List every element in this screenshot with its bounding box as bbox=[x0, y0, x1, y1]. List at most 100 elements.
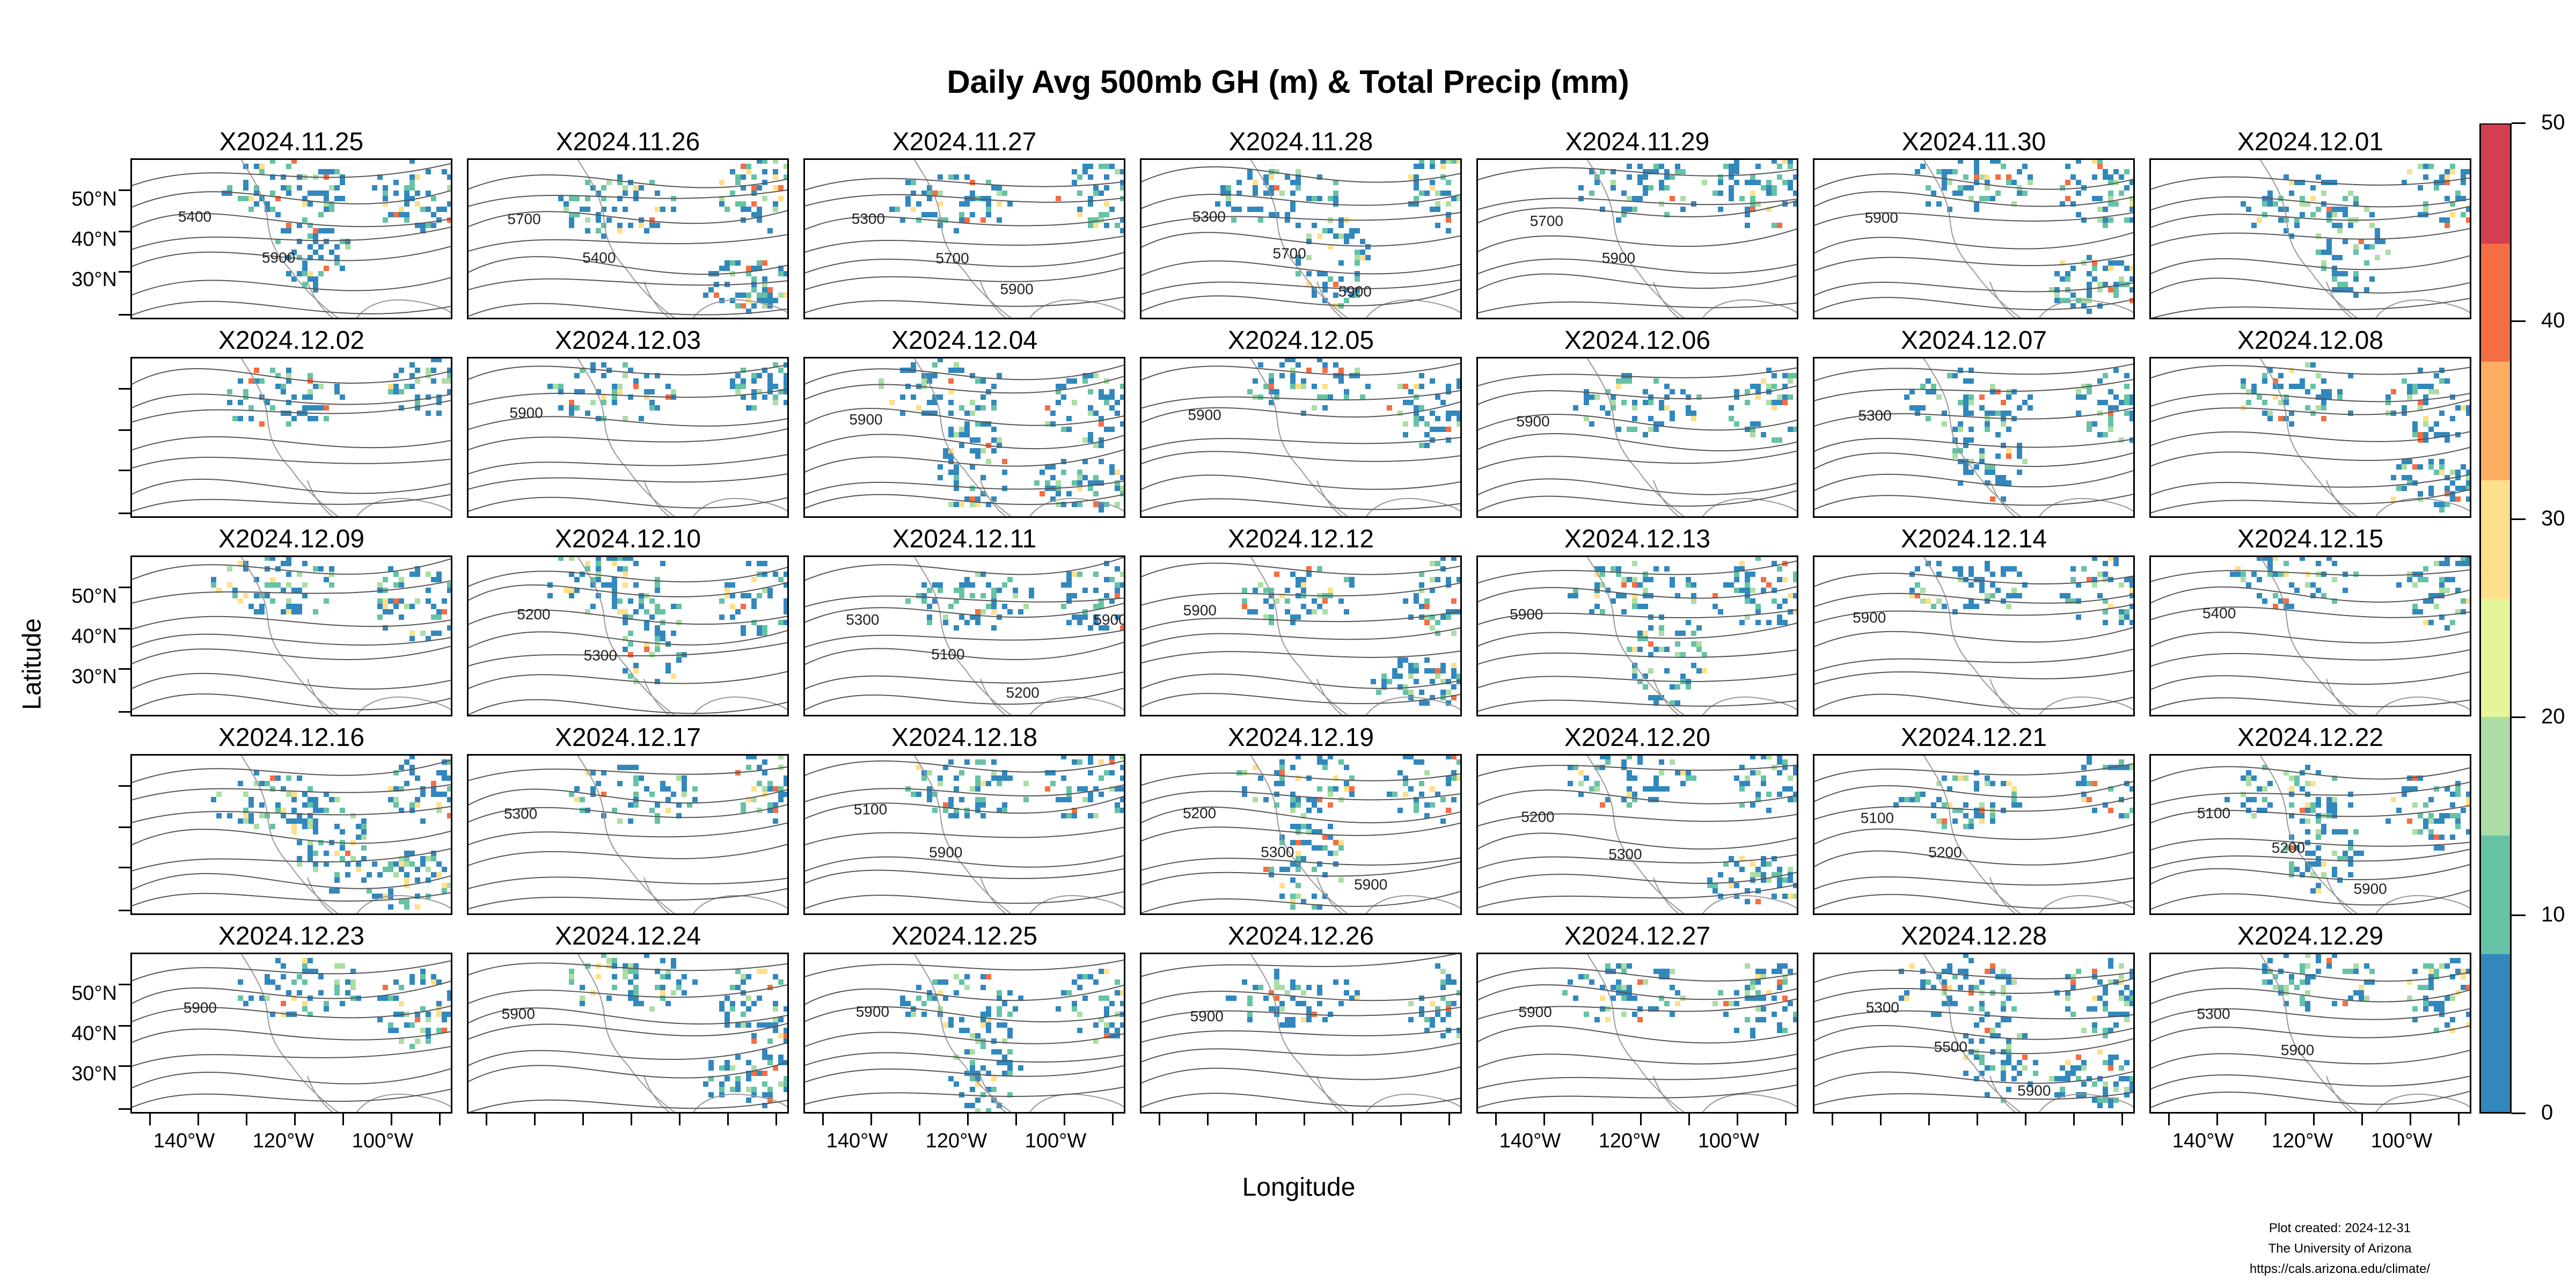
contour-label: 5200 bbox=[2272, 839, 2305, 856]
lat-tick bbox=[119, 1025, 130, 1027]
contour-label: 5900 bbox=[929, 844, 962, 861]
map-plot: 5300 5900 bbox=[2149, 953, 2471, 1114]
lon-tick bbox=[870, 1114, 872, 1125]
panel-date-label: X2024.12.09 bbox=[218, 525, 365, 553]
map-panel: X2024.12.22 5100 5200 5900 bbox=[2149, 723, 2471, 915]
lon-tick-label: 140°W bbox=[153, 1130, 215, 1152]
map-panel: X2024.11.30 5900 bbox=[1813, 128, 2135, 319]
map-panel: X2024.12.14 5900 bbox=[1813, 525, 2135, 716]
colorbar-swatch bbox=[2481, 440, 2510, 481]
contour-label: 5700 bbox=[507, 210, 540, 227]
lon-tick-label: 120°W bbox=[252, 1130, 314, 1152]
panel-date-label: X2024.12.21 bbox=[1900, 723, 2047, 752]
map-panel: X2024.12.17 5300 bbox=[467, 723, 789, 915]
map-panel: X2024.12.25 5900 bbox=[803, 922, 1125, 1125]
lat-tick bbox=[119, 587, 130, 588]
lon-tick-label: 140°W bbox=[826, 1130, 888, 1152]
lon-tick bbox=[1688, 1114, 1690, 1125]
contour-label: 5200 bbox=[1183, 804, 1216, 821]
lon-tick bbox=[1255, 1114, 1257, 1125]
map-plot: 5100 5200 5900 bbox=[2149, 754, 2471, 915]
contour-label: 5300 bbox=[1608, 846, 1642, 862]
lat-tick-label: 40°N bbox=[71, 228, 117, 251]
map-plot: 5300 5700 5900 bbox=[803, 158, 1125, 319]
map-plot: 5200 5300 bbox=[1476, 754, 1798, 915]
map-plot bbox=[2149, 158, 2471, 319]
map-panel: X2024.12.03 5900 bbox=[467, 326, 789, 518]
panel-date-label: X2024.12.20 bbox=[1564, 723, 1711, 752]
panel-date-label: X2024.12.24 bbox=[554, 922, 701, 950]
panel-date-label: X2024.11.28 bbox=[1228, 128, 1373, 156]
lon-tick bbox=[439, 1114, 441, 1125]
panel-date-label: X2024.12.19 bbox=[1227, 723, 1374, 752]
contour-label: 5900 bbox=[1519, 1004, 1552, 1020]
figure-title: Daily Avg 500mb GH (m) & Total Precip (m… bbox=[947, 64, 1629, 100]
colorbar-tick-label: 10 bbox=[2541, 903, 2565, 926]
colorbar-tick bbox=[2512, 914, 2526, 916]
colorbar-tick bbox=[2512, 1113, 2526, 1114]
map-panel: X2024.12.10 5200 5300 bbox=[467, 525, 789, 716]
map-plot: 5300 bbox=[1813, 357, 2135, 518]
lon-tick bbox=[1207, 1114, 1209, 1125]
contour-label: 5900 bbox=[1602, 250, 1635, 266]
contour-label: 5100 bbox=[2197, 804, 2230, 821]
lon-tick bbox=[2121, 1114, 2123, 1125]
lon-tick bbox=[1352, 1114, 1353, 1125]
lon-tick bbox=[2313, 1114, 2315, 1125]
lon-tick bbox=[1977, 1114, 1978, 1125]
contour-label: 5100 bbox=[931, 646, 964, 663]
lon-tick-label: 140°W bbox=[2172, 1130, 2234, 1152]
lat-tick bbox=[119, 785, 130, 787]
colorbar-swatch bbox=[2481, 835, 2510, 875]
contour-label: 5100 bbox=[854, 801, 887, 818]
colorbar-swatch bbox=[2481, 677, 2510, 718]
lon-tick bbox=[1495, 1114, 1497, 1125]
lat-tick-label: 50°N bbox=[71, 188, 117, 210]
lon-tick-label: 120°W bbox=[925, 1130, 987, 1152]
map-panel: X2024.12.18 5100 5900 bbox=[803, 723, 1125, 915]
map-panel: X2024.12.27 5900 bbox=[1476, 922, 1798, 1125]
map-panel: X2024.11.26 5700 5400 bbox=[467, 128, 789, 319]
lon-tick bbox=[1064, 1114, 1065, 1125]
lon-tick bbox=[582, 1114, 584, 1125]
lat-tick bbox=[119, 429, 130, 431]
map-plot: 5900 bbox=[1476, 953, 1798, 1114]
map-panel: X2024.12.11 5300 5100 5200 5900 bbox=[803, 525, 1125, 716]
map-plot: 5900 bbox=[1140, 357, 1462, 518]
contour-label: 5900 bbox=[2017, 1082, 2051, 1099]
colorbar-tick-label: 40 bbox=[2541, 309, 2565, 332]
contour-label: 5900 bbox=[1188, 407, 1221, 423]
panel-date-label: X2024.12.28 bbox=[1900, 922, 2047, 950]
credit-org: The University of Arizona bbox=[2268, 1241, 2412, 1256]
panel-date-label: X2024.12.11 bbox=[892, 525, 1037, 553]
lat-tick-label: 40°N bbox=[71, 1022, 117, 1045]
colorbar-swatch bbox=[2481, 519, 2510, 560]
map-panel: X2024.12.04 5900 bbox=[803, 326, 1125, 518]
colorbar-swatch bbox=[2481, 1032, 2510, 1073]
contour-label: 5900 bbox=[1093, 611, 1125, 628]
panel-date-label: X2024.11.29 bbox=[1565, 128, 1710, 156]
lon-tick bbox=[197, 1114, 199, 1125]
x-axis-title: Longitude bbox=[1242, 1173, 1356, 1202]
panel-date-label: X2024.12.06 bbox=[1564, 326, 1711, 355]
contour-label: 5900 bbox=[184, 999, 217, 1016]
lon-tick bbox=[2216, 1114, 2218, 1125]
contour-label: 5700 bbox=[1273, 245, 1306, 262]
lon-tick bbox=[1592, 1114, 1593, 1125]
contour-label: 5300 bbox=[1866, 999, 1899, 1016]
contour-label: 5900 bbox=[262, 250, 295, 266]
lon-tick bbox=[2168, 1114, 2170, 1125]
lon-tick bbox=[679, 1114, 680, 1125]
colorbar-swatch bbox=[2481, 282, 2510, 323]
lon-tick bbox=[2025, 1114, 2026, 1125]
contour-label: 5900 bbox=[1183, 602, 1217, 619]
lat-tick-label: 50°N bbox=[71, 585, 117, 608]
panel-date-label: X2024.12.15 bbox=[2237, 525, 2384, 553]
colorbar-swatch bbox=[2481, 1072, 2510, 1112]
contour-label: 5900 bbox=[1853, 609, 1886, 626]
panel-date-label: X2024.12.03 bbox=[554, 326, 701, 355]
panel-date-label: X2024.12.01 bbox=[2237, 128, 2384, 156]
panel-date-label: X2024.11.30 bbox=[1901, 128, 2046, 156]
contour-label: 5900 bbox=[502, 1006, 535, 1022]
lon-tick bbox=[1112, 1114, 1114, 1125]
